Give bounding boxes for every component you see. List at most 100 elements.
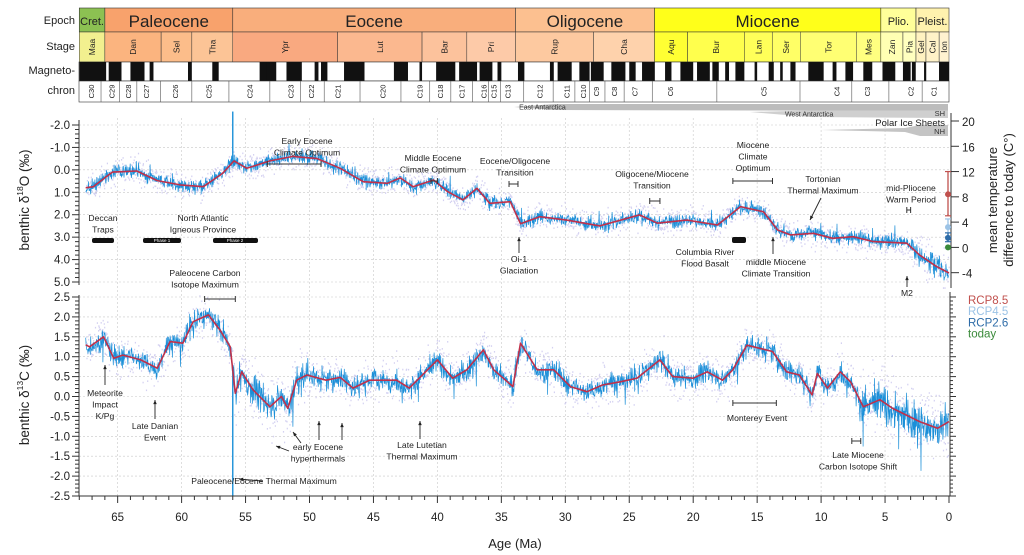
- annotation-naip: North Atlantic: [177, 213, 229, 223]
- annotation-mmct: middle Miocene: [746, 257, 806, 267]
- normal-polarity-interval: [266, 62, 268, 81]
- chron-label: C10: [579, 85, 588, 99]
- temperature-tick-label: -4: [962, 269, 973, 281]
- annotations: Early Eocene Climate Optimum Middle Eocene…: [87, 136, 936, 486]
- legend-entry-rcp85: RCP8.5: [968, 295, 1008, 307]
- x-tick-label: 5: [882, 512, 888, 524]
- stage-label: Pri: [486, 42, 496, 53]
- epoch-label: Paleocene: [129, 12, 209, 31]
- annotation-bracket-eot: [508, 181, 519, 187]
- header-row-label: Epoch: [44, 15, 75, 27]
- naip-phase2-bar: [213, 238, 258, 243]
- normal-polarity-interval: [832, 62, 837, 81]
- stage-band: [687, 31, 745, 63]
- chron-label: C25: [204, 85, 213, 99]
- annotation-omt: Transition: [633, 181, 671, 191]
- temperature-tick-label: 12: [962, 168, 975, 180]
- x-tick-label: 30: [559, 512, 572, 524]
- timescale-header: Epoch Stage Magneto-chron Cret. Paleocene Eoc…: [29, 7, 950, 103]
- temperature-point-rcp45: [945, 224, 951, 231]
- stage-label: Aqu: [666, 39, 676, 54]
- nh-label: NH: [934, 127, 945, 136]
- chron-label: C27: [142, 85, 151, 99]
- sh-label: SH: [935, 109, 945, 118]
- temperature-axis-label-line1: mean temperature: [985, 147, 1000, 253]
- epoch-band: [654, 7, 882, 33]
- chron-label: C28: [124, 85, 133, 99]
- legend-entry-rcp26: RCP2.6: [968, 317, 1008, 329]
- chron-label: C30: [87, 85, 96, 99]
- nh-ice-bar: [821, 125, 948, 136]
- arrowhead-icon: [418, 421, 422, 426]
- normal-polarity-interval: [79, 62, 107, 81]
- stage-band: [856, 31, 882, 63]
- chron-label: C3: [863, 87, 872, 97]
- normal-polarity-interval: [611, 62, 626, 81]
- x-tick-label: 50: [303, 512, 316, 524]
- annotation-meco: Climate Optimum: [400, 165, 466, 175]
- x-tick-label: 10: [815, 512, 828, 524]
- stage-label: Ypr: [280, 41, 290, 54]
- stage-band: [421, 31, 468, 63]
- annotation-bracket-meco: [430, 178, 438, 184]
- annotation-lmcis: Carbon Isotope Shift: [819, 462, 898, 472]
- arrowhead-icon: [153, 400, 157, 405]
- x-tick-label: 20: [687, 512, 700, 524]
- x-tick-label: 15: [751, 512, 764, 524]
- x-axis-label: Age (Ma): [488, 536, 541, 551]
- arrowhead-icon: [905, 276, 909, 281]
- stage-label: Pia: [904, 41, 914, 54]
- normal-polarity-interval: [393, 62, 408, 81]
- east-antarctica-label: East Antarctica: [519, 105, 566, 112]
- arrowhead-icon: [771, 237, 775, 242]
- epoch-band: [232, 7, 516, 33]
- annotation-omt: Oligocene/Miocene: [615, 169, 689, 179]
- temperature-axis-label-line2: difference to today (C°): [1001, 133, 1016, 267]
- d13c-tick-label: 1.5: [54, 332, 70, 344]
- annotation-eeco: Early Eocene: [281, 136, 332, 146]
- normal-polarity-interval: [590, 62, 604, 81]
- stage-label: Sel: [171, 41, 181, 53]
- chron-label: C24: [245, 85, 254, 99]
- normal-polarity-interval: [130, 62, 145, 81]
- chron-label: C7: [630, 87, 639, 97]
- annotation-kpg: Meteorite: [87, 388, 123, 398]
- d13C-y-axis-label: benthic δ13C (‰): [15, 345, 32, 445]
- d18o-tick-label: -2.0: [50, 120, 70, 132]
- annotation-m2: M2: [901, 288, 913, 298]
- temperature-tick-label: 16: [962, 142, 975, 154]
- normal-polarity-interval: [497, 62, 502, 81]
- d18O-smoothed-line: [85, 155, 950, 274]
- d18o-tick-label: 2.0: [54, 210, 70, 222]
- normal-polarity-interval: [187, 62, 192, 81]
- normal-polarity-interval: [712, 62, 719, 81]
- chron-label: C20: [378, 85, 387, 99]
- x-tick-label: 45: [367, 512, 380, 524]
- annotation-bracket-pcim: [204, 296, 236, 302]
- d18o-tick-label: 5.0: [54, 277, 70, 289]
- x-tick-label: 0: [946, 512, 952, 524]
- epoch-band: [104, 7, 234, 33]
- temperature-tick-label: 20: [962, 117, 975, 129]
- temperature-tick-label: 0: [962, 243, 968, 255]
- header-row-label: Stage: [46, 41, 75, 53]
- normal-polarity-interval: [642, 62, 655, 81]
- stage-label: Bur: [711, 40, 721, 53]
- normal-polarity-interval: [286, 62, 302, 81]
- annotation-lde: Late Danian: [132, 421, 179, 431]
- normal-polarity-interval: [939, 62, 949, 81]
- legend-entry-rcp45: RCP4.5: [968, 306, 1008, 318]
- annotation-bracket-eeco: [266, 161, 322, 167]
- chron-label: C26: [171, 85, 180, 99]
- annotation-ttm: Thermal Maximum: [787, 186, 858, 196]
- stage-label: Cha: [619, 39, 629, 55]
- annotation-oi1: Oi-1: [511, 254, 527, 264]
- normal-polarity-interval: [557, 62, 572, 81]
- annotation-meco: Middle Eocene: [405, 153, 462, 163]
- annotation-deccan: Traps: [92, 225, 114, 235]
- temperature-tick-label: 4: [962, 218, 969, 230]
- stage-label: Ion: [939, 41, 949, 53]
- normal-polarity-interval: [419, 62, 423, 81]
- epoch-band: [78, 7, 106, 33]
- d13C-smoothed-line: [85, 314, 950, 430]
